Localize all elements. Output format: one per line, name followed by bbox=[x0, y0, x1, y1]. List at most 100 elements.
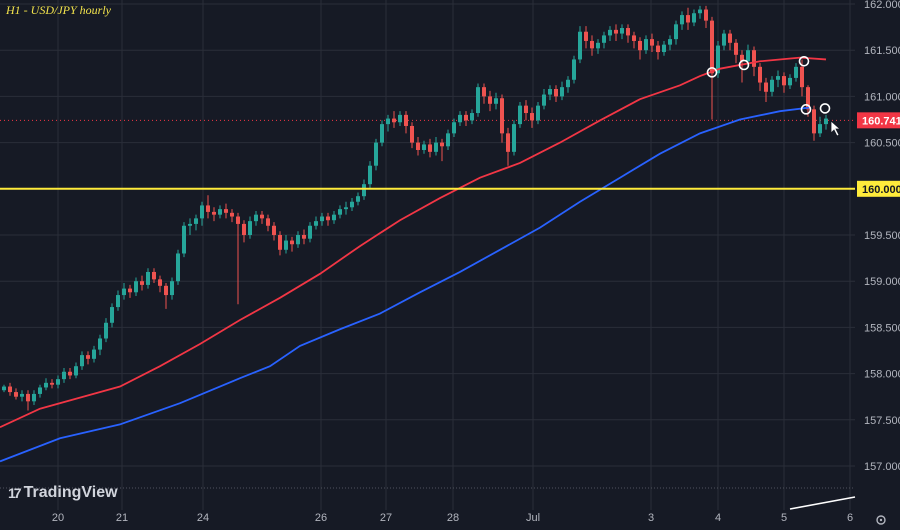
candle-up bbox=[146, 268, 150, 289]
candle-up bbox=[134, 277, 138, 296]
candle-body bbox=[752, 50, 756, 67]
drawing-trendline[interactable] bbox=[789, 496, 856, 510]
candle-up bbox=[452, 118, 456, 138]
candle-body bbox=[404, 114, 408, 126]
candle-body bbox=[542, 94, 546, 106]
highlight-circle bbox=[800, 104, 812, 115]
candle-down bbox=[152, 268, 156, 284]
candle-body bbox=[704, 9, 708, 21]
candle-down bbox=[464, 111, 468, 126]
candle-body bbox=[320, 216, 324, 222]
y-tick-label: 158.500 bbox=[864, 322, 900, 334]
candle-body bbox=[494, 98, 498, 104]
candle-body bbox=[416, 142, 420, 150]
candle-body bbox=[38, 387, 42, 394]
candle-body bbox=[260, 214, 264, 219]
candle-body bbox=[470, 113, 474, 121]
x-tick-label: 21 bbox=[116, 512, 128, 524]
candle-body bbox=[296, 235, 300, 245]
candle-body bbox=[344, 207, 348, 210]
candle-down bbox=[812, 105, 816, 141]
candle-up bbox=[560, 81, 564, 101]
candle-up bbox=[356, 192, 360, 206]
candle-up bbox=[494, 92, 498, 110]
candle-body bbox=[620, 28, 624, 34]
candle-body bbox=[824, 118, 828, 125]
candle-up bbox=[776, 70, 780, 88]
candle-up bbox=[38, 384, 42, 398]
candle-body bbox=[128, 288, 132, 293]
candle-body bbox=[608, 29, 612, 36]
candle-body bbox=[236, 216, 240, 224]
candle-body bbox=[104, 322, 108, 339]
candle-up bbox=[344, 201, 348, 215]
candle-up bbox=[458, 111, 462, 126]
candle-up bbox=[818, 116, 822, 138]
candle-body bbox=[254, 214, 258, 222]
y-tick-label: 161.500 bbox=[864, 45, 900, 57]
time-axis[interactable]: 20 21 24 26 27 28 Jul 3 4 5 6 bbox=[52, 512, 853, 524]
candle-down bbox=[704, 5, 708, 29]
candle-up bbox=[674, 20, 678, 45]
x-tick-label: 20 bbox=[52, 512, 64, 524]
candle-up bbox=[446, 129, 450, 150]
candle-body bbox=[8, 386, 12, 393]
candle-body bbox=[170, 281, 174, 296]
candle-up bbox=[434, 137, 438, 156]
candle-up bbox=[374, 138, 378, 171]
candle-body bbox=[284, 240, 288, 250]
candle-up bbox=[386, 114, 390, 132]
candle-down bbox=[236, 212, 240, 305]
candle-body bbox=[62, 371, 66, 380]
y-tick-label: 158.000 bbox=[864, 369, 900, 381]
candle-body bbox=[806, 87, 810, 110]
candle-down bbox=[224, 203, 228, 219]
candle-body bbox=[440, 142, 444, 147]
brand-name: TradingView bbox=[23, 484, 118, 501]
candle-body bbox=[710, 20, 714, 74]
candle-up bbox=[824, 114, 828, 130]
candle-up bbox=[104, 318, 108, 343]
candle-down bbox=[416, 137, 420, 156]
candle-down bbox=[266, 214, 270, 232]
candle-up bbox=[80, 351, 84, 370]
candle-up bbox=[200, 201, 204, 226]
candle-body bbox=[668, 39, 672, 45]
candle-up bbox=[122, 283, 126, 300]
candle-up bbox=[770, 76, 774, 97]
candle-down bbox=[128, 284, 132, 298]
candle-up bbox=[314, 216, 318, 230]
y-tick-label: 162.000 bbox=[864, 0, 900, 11]
candle-up bbox=[668, 35, 672, 51]
candle-up bbox=[608, 26, 612, 41]
candle-body bbox=[548, 89, 552, 95]
candle-up bbox=[422, 140, 426, 154]
x-tick-label: Jul bbox=[526, 512, 540, 524]
candle-down bbox=[806, 85, 810, 117]
candle-up bbox=[722, 29, 726, 51]
support-price-tag-text: 160.000 bbox=[862, 184, 900, 196]
candle-body bbox=[626, 28, 630, 36]
settings-gear-icon[interactable] bbox=[876, 515, 886, 525]
candle-down bbox=[428, 138, 432, 158]
candle-body bbox=[518, 105, 522, 125]
candle-down bbox=[158, 275, 162, 293]
x-tick-label: 3 bbox=[648, 512, 654, 524]
candle-down bbox=[230, 209, 234, 223]
candle-up bbox=[218, 205, 222, 219]
candle-body bbox=[674, 24, 678, 40]
candle-body bbox=[686, 15, 690, 23]
candle-up bbox=[98, 334, 102, 356]
candle-up bbox=[350, 198, 354, 211]
candle-down bbox=[404, 111, 408, 134]
candle-down bbox=[164, 283, 168, 309]
candle-up bbox=[332, 210, 336, 224]
candle-body bbox=[410, 125, 414, 143]
candle-up bbox=[110, 303, 114, 328]
candle-body bbox=[362, 184, 366, 197]
candle-body bbox=[44, 382, 48, 388]
candle-down bbox=[554, 85, 558, 102]
candle-body bbox=[80, 355, 84, 367]
